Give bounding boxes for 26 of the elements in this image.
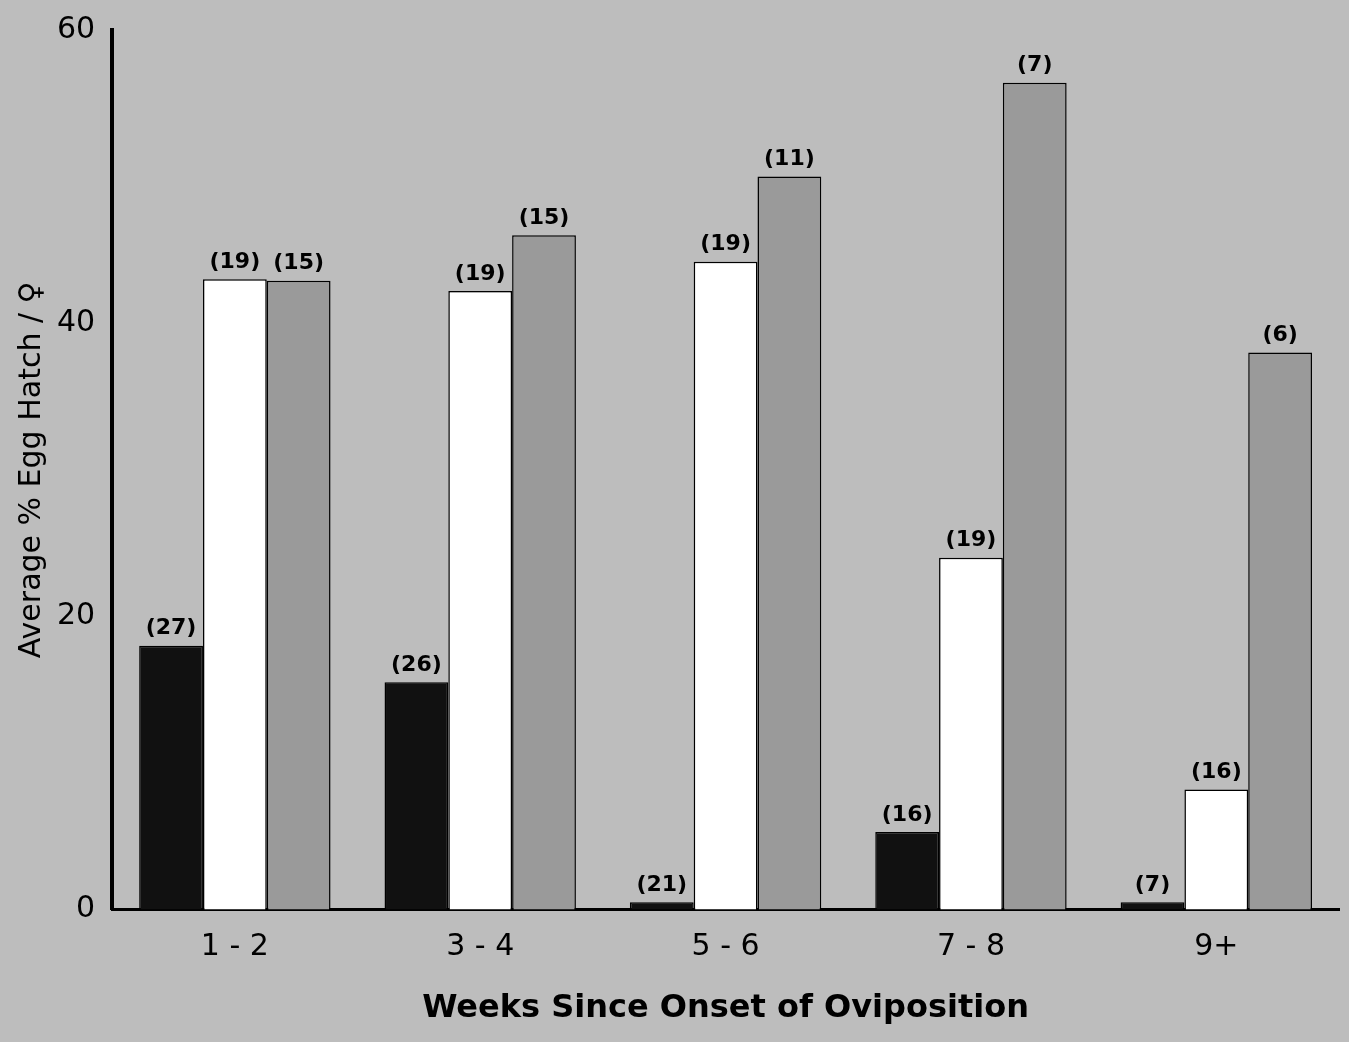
x-tick-label: 7 - 8 [936,927,1005,963]
annotation: (15) [518,203,570,229]
annotation: (16) [1190,758,1242,784]
y-tick-label: 20 [56,596,96,632]
annotation: (7) [1017,51,1053,77]
annotation: (7) [1134,870,1171,896]
x-tick-label: 9+ [1194,927,1239,963]
annotation: (6) [1262,321,1298,347]
annotation: (27) [145,614,197,640]
annotation: (19) [945,526,997,552]
annotation: (21) [636,870,688,896]
annotation: (26) [391,651,442,677]
annotation: (15) [273,249,325,275]
x-tick-label: 1 - 2 [200,927,269,963]
x-tick-label: 3 - 4 [446,927,515,963]
y-tick-label: 60 [56,9,96,45]
y-axis-title: Average % Egg Hatch / ♀ [11,281,47,659]
annotation: (19) [700,230,751,256]
y-tick-label: 0 [76,889,96,925]
annotation: (16) [881,800,933,826]
y-tick-label: 40 [56,303,96,338]
annotation: (19) [209,247,261,273]
annotation: (19) [454,259,506,285]
x-axis-title: Weeks Since Onset of Oviposition [422,987,1029,1026]
x-tick-label: 5 - 6 [691,927,760,963]
annotation: (11) [764,145,815,171]
